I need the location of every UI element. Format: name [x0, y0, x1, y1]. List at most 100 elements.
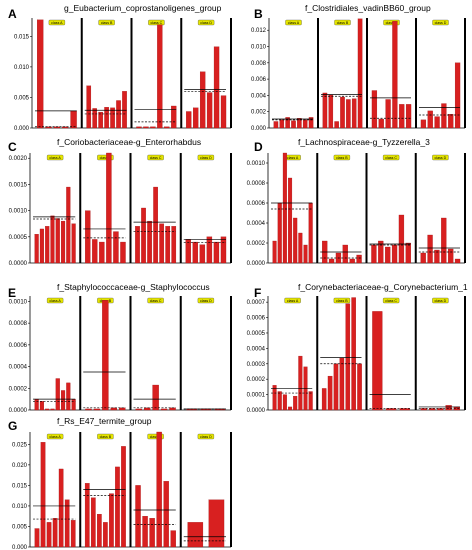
- bar: [351, 297, 356, 411]
- bar: [186, 111, 192, 129]
- y-tick-label: 0.005: [14, 95, 30, 101]
- group-class-D: class D: [183, 153, 232, 264]
- y-tick-label: 0.0002: [247, 241, 266, 247]
- class-label: class C: [150, 299, 162, 303]
- class-label-box: [197, 433, 215, 440]
- class-label-box: [197, 19, 215, 26]
- bar: [378, 240, 384, 264]
- bar: [71, 223, 76, 264]
- panel-letter: E: [8, 286, 16, 300]
- bar: [55, 378, 60, 411]
- y-tick-label: 0.0008: [9, 321, 28, 327]
- y-tick-label: 0.015: [12, 483, 28, 489]
- bar: [165, 226, 171, 264]
- class-label-box: [333, 154, 351, 161]
- y-tick-label: 0.004: [251, 93, 267, 99]
- bar: [97, 513, 102, 548]
- bar: [135, 408, 142, 411]
- bar: [333, 363, 339, 411]
- bar: [351, 98, 357, 129]
- group-class-A: class A: [35, 18, 83, 129]
- panel-title: f_Corynebacteriaceae-g_Corynebacterium_1: [298, 282, 468, 292]
- class-label: class A: [49, 435, 61, 439]
- class-label: class C: [386, 21, 398, 25]
- group-class-B: class B: [84, 18, 133, 129]
- bar: [40, 442, 46, 548]
- y-tick-label: 0.0000: [9, 408, 28, 414]
- group-class-C: class C: [369, 153, 417, 264]
- bar: [120, 241, 126, 264]
- bar: [291, 120, 296, 129]
- bar: [50, 215, 55, 264]
- bar: [37, 19, 44, 129]
- bar: [321, 388, 327, 411]
- panel-letter: F: [254, 286, 261, 300]
- bar: [103, 522, 108, 548]
- bar: [398, 214, 405, 264]
- bar: [71, 398, 76, 411]
- bar: [99, 241, 105, 264]
- bar: [185, 239, 191, 264]
- bar: [282, 394, 287, 411]
- bar: [420, 252, 426, 264]
- class-label-box: [334, 19, 351, 26]
- bar: [70, 520, 76, 548]
- bar: [110, 407, 118, 411]
- bar: [199, 71, 206, 129]
- bar: [93, 408, 101, 411]
- y-tick-label: 0.0006: [9, 343, 28, 349]
- bar: [277, 391, 282, 411]
- bar: [308, 391, 313, 411]
- bar: [206, 236, 213, 264]
- group-class-C: class C: [133, 296, 182, 411]
- bar: [349, 258, 355, 264]
- bar: [193, 107, 199, 129]
- bar: [371, 244, 377, 264]
- class-label: class A: [287, 299, 299, 303]
- panel-title: f_Staphylococcaceae-g_Staphylococcus: [57, 282, 210, 292]
- bar: [303, 244, 308, 264]
- bar: [454, 62, 461, 129]
- bar: [86, 85, 92, 129]
- bar: [122, 91, 127, 129]
- bar: [50, 408, 55, 411]
- class-label: class A: [288, 21, 300, 25]
- bar: [90, 497, 96, 548]
- bar: [392, 21, 398, 129]
- bar: [356, 254, 362, 264]
- bar: [106, 152, 112, 264]
- y-tick-label: 0.0006: [247, 316, 266, 322]
- bar: [45, 126, 52, 129]
- bar: [213, 46, 220, 129]
- bar: [109, 493, 114, 548]
- y-tick-label: 0.005: [12, 524, 28, 530]
- bar: [149, 518, 155, 548]
- y-tick-label: 0.0010: [9, 209, 28, 215]
- bar: [85, 210, 91, 264]
- class-label-box: [432, 19, 449, 26]
- bar: [45, 408, 50, 411]
- y-tick-label: 0.0015: [9, 182, 28, 188]
- bar: [328, 258, 335, 264]
- class-label: class D: [200, 435, 212, 439]
- class-label-box: [46, 433, 64, 440]
- bar: [102, 300, 109, 411]
- bar: [334, 121, 339, 129]
- bar: [385, 246, 391, 264]
- bar: [277, 202, 282, 264]
- group-class-A: class A: [271, 152, 319, 264]
- group-class-D: class D: [183, 296, 232, 411]
- group-class-C: class C: [134, 18, 183, 129]
- class-label-box: [197, 297, 215, 304]
- group-class-D: class D: [418, 296, 466, 411]
- bar: [92, 108, 97, 129]
- class-label-box: [98, 19, 115, 26]
- y-tick-label: 0.0000: [247, 408, 266, 414]
